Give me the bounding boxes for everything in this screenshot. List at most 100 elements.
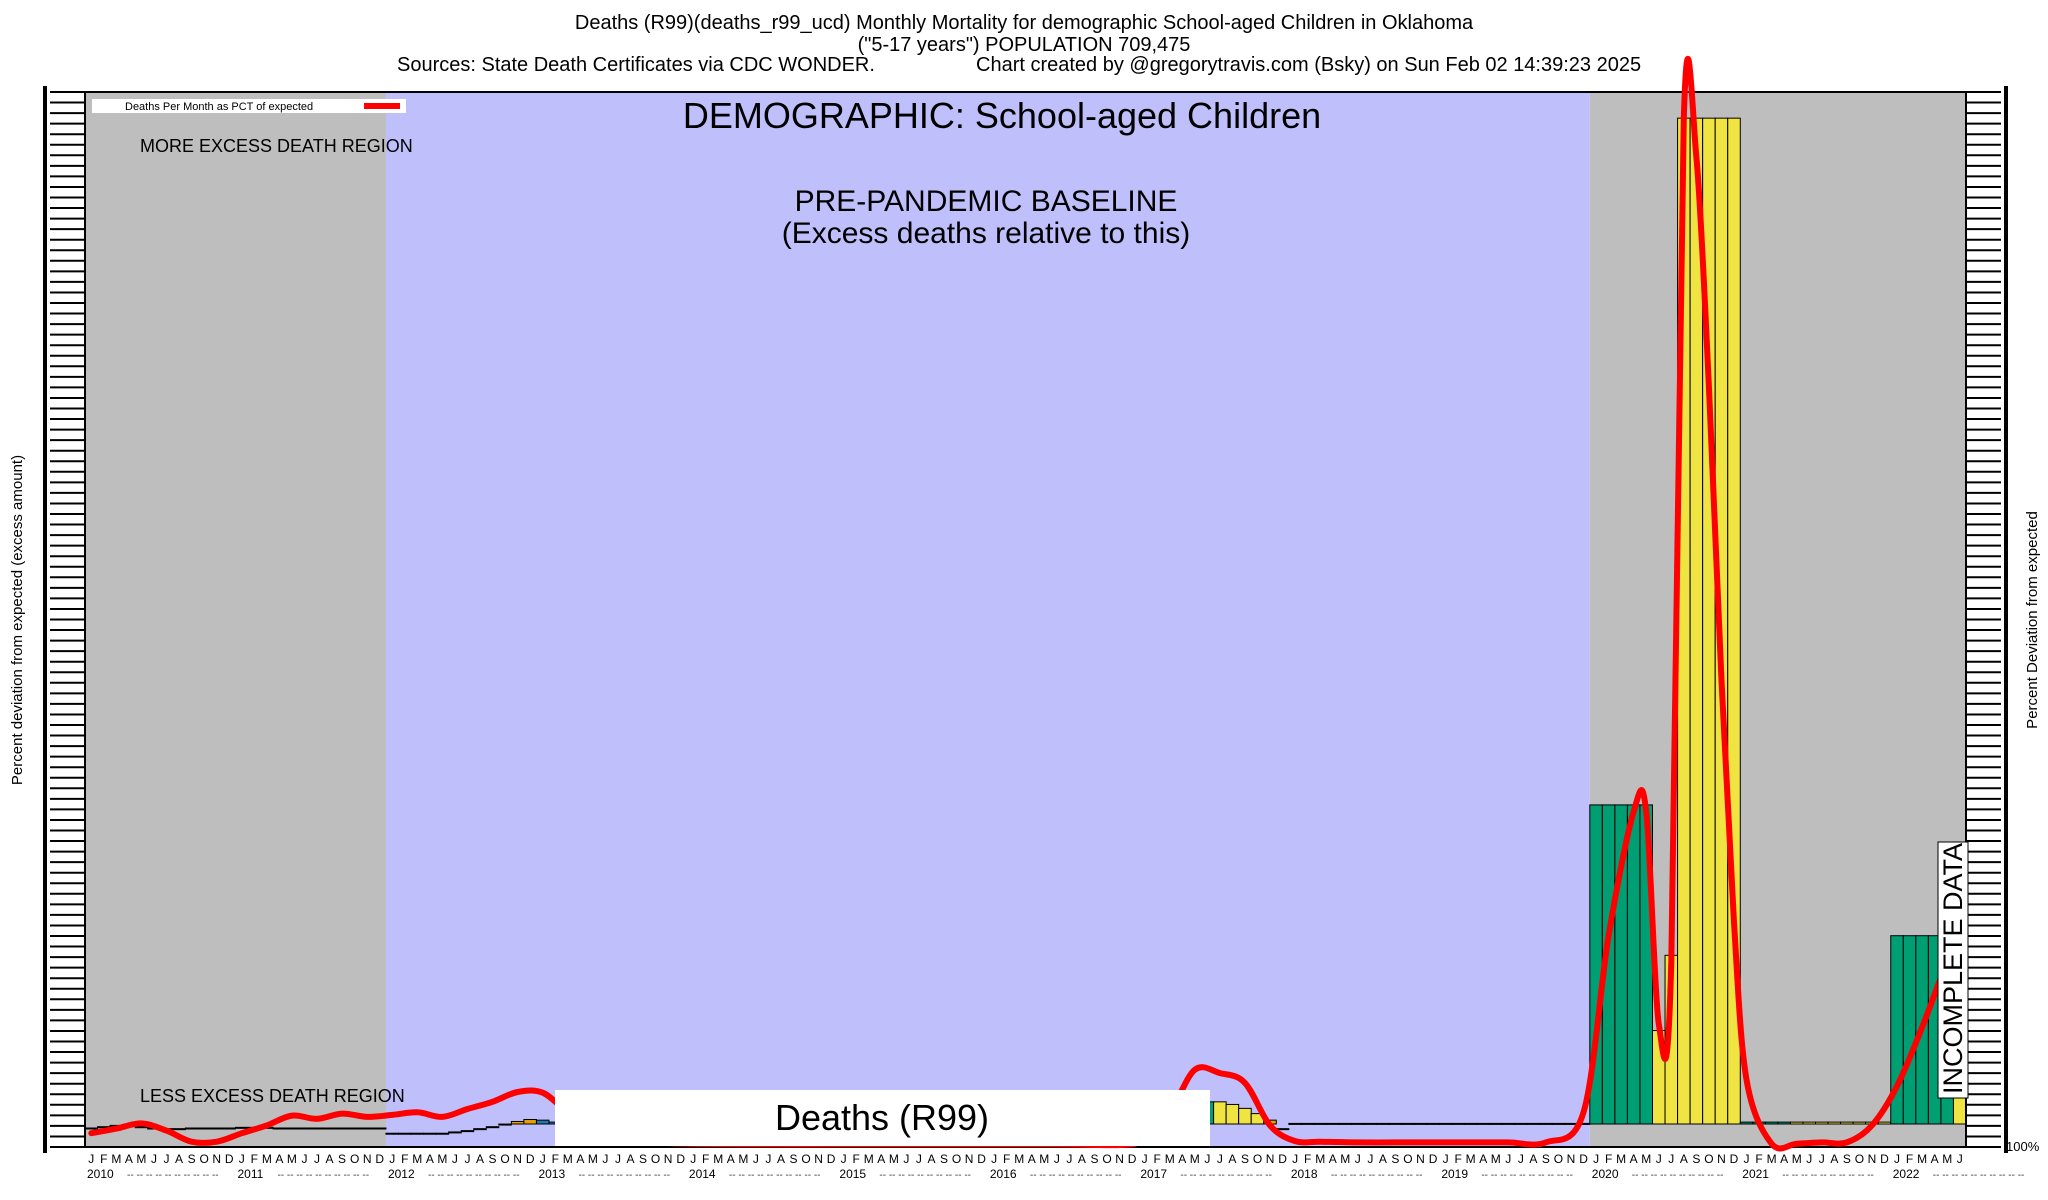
- month-label: O: [952, 1152, 961, 1166]
- month-label: N: [1868, 1152, 1877, 1166]
- month-label: S: [1391, 1152, 1399, 1166]
- month-label: M: [111, 1152, 121, 1166]
- month-label: S: [489, 1152, 497, 1166]
- right-tick-label: 100%: [2006, 1139, 2040, 1154]
- month-label: J: [1957, 1152, 1963, 1166]
- month-label: F: [401, 1152, 408, 1166]
- year-dash: -- -- -- -- -- -- -- -- -- --: [1632, 1170, 1724, 1181]
- month-label: D: [526, 1152, 535, 1166]
- month-label: O: [801, 1152, 810, 1166]
- bar-2021-10: [1852, 1121, 1867, 1125]
- month-label: F: [1605, 1152, 1612, 1166]
- month-label: M: [889, 1152, 899, 1166]
- bar-2012-09: [485, 1126, 500, 1129]
- year-label-2016: 2016: [990, 1167, 1017, 1181]
- month-label: S: [188, 1152, 196, 1166]
- bar-2021-08: [1827, 1121, 1842, 1125]
- bar-2011-09: [335, 1127, 349, 1130]
- month-label: D: [225, 1152, 234, 1166]
- month-label: N: [513, 1152, 522, 1166]
- month-label: A: [476, 1152, 484, 1166]
- month-label: F: [552, 1152, 559, 1166]
- bar-2011-05: [285, 1127, 299, 1130]
- bar-2013-01: [535, 1119, 550, 1125]
- month-label: S: [1843, 1152, 1851, 1166]
- bar-2018-01: [1288, 1122, 1302, 1125]
- bar-2019-11: [1564, 1122, 1578, 1125]
- axis-ticks: 100%: [43, 86, 2040, 1154]
- year-label-2021: 2021: [1742, 1167, 1769, 1181]
- year-label-2013: 2013: [538, 1167, 565, 1181]
- demographic-title: DEMOGRAPHIC: School-aged Children: [683, 95, 1321, 136]
- month-label: M: [1340, 1152, 1350, 1166]
- year-label-2020: 2020: [1592, 1167, 1619, 1181]
- left-tick-bar: [43, 86, 47, 1153]
- month-label: S: [639, 1152, 647, 1166]
- month-label: A: [1830, 1152, 1838, 1166]
- month-label: J: [1292, 1152, 1298, 1166]
- month-label: M: [1165, 1152, 1175, 1166]
- month-label: D: [827, 1152, 836, 1166]
- month-label: J: [841, 1152, 847, 1166]
- year-label-2014: 2014: [689, 1167, 716, 1181]
- month-label: F: [853, 1152, 860, 1166]
- bar-2018-09: [1388, 1122, 1403, 1125]
- pct-line: [88, 55, 1963, 1152]
- month-label: A: [426, 1152, 434, 1166]
- month-label: M: [563, 1152, 573, 1166]
- bar-2021-04: [1777, 1121, 1791, 1125]
- year-dash: -- -- -- -- -- -- -- -- -- --: [1030, 1170, 1122, 1181]
- chart-title-line1: Deaths (R99)(deaths_r99_ucd) Monthly Mor…: [574, 12, 1474, 34]
- month-label: M: [1466, 1152, 1476, 1166]
- bar-2018-07: [1363, 1122, 1378, 1125]
- month-label: J: [540, 1152, 546, 1166]
- month-label: M: [1190, 1152, 1200, 1166]
- year-dash: -- -- -- -- -- -- -- -- -- --: [1933, 1170, 2025, 1181]
- month-label: J: [602, 1152, 608, 1166]
- year-dash: -- -- -- -- -- -- -- -- -- --: [1180, 1170, 1272, 1181]
- month-label: M: [1616, 1152, 1626, 1166]
- bar-2017-08: [1225, 1103, 1240, 1125]
- month-label: M: [1792, 1152, 1802, 1166]
- incomplete-box: [1937, 841, 1969, 1099]
- baseline-label-line2: (Excess deaths relative to this): [782, 217, 1191, 250]
- bar-2010-12: [222, 1127, 236, 1130]
- bar-2019-06: [1501, 1122, 1516, 1125]
- month-label: F: [702, 1152, 709, 1166]
- month-label: D: [1278, 1152, 1287, 1166]
- month-label: F: [1755, 1152, 1762, 1166]
- year-label-2017: 2017: [1140, 1167, 1167, 1181]
- month-label: J: [991, 1152, 997, 1166]
- y-axis-title-left: Percent deviation from expected (excess …: [9, 455, 26, 785]
- bar-2021-01: [1739, 1121, 1754, 1125]
- bar-2010-10: [197, 1127, 211, 1130]
- month-label: J: [1806, 1152, 1812, 1166]
- bar-2017-09: [1238, 1107, 1252, 1125]
- sources-text: Sources: State Death Certificates via CD…: [397, 54, 875, 76]
- year-dash: -- -- -- -- -- -- -- -- -- --: [428, 1170, 520, 1181]
- month-label: J: [164, 1152, 170, 1166]
- bar-2012-02: [398, 1132, 412, 1135]
- month-label: J: [1668, 1152, 1674, 1166]
- month-label: A: [1329, 1152, 1337, 1166]
- year-dash: -- -- -- -- -- -- -- -- -- --: [277, 1170, 369, 1181]
- month-label: M: [864, 1152, 874, 1166]
- month-label: A: [326, 1152, 334, 1166]
- year-label-2012: 2012: [388, 1167, 415, 1181]
- month-label: J: [916, 1152, 922, 1166]
- month-label: O: [651, 1152, 660, 1166]
- month-label: M: [1315, 1152, 1325, 1166]
- month-label: N: [212, 1152, 221, 1166]
- month-label: D: [1579, 1152, 1588, 1166]
- month-label: N: [814, 1152, 823, 1166]
- bar-2012-06: [448, 1131, 462, 1134]
- bar-2012-07: [460, 1130, 475, 1133]
- month-label: N: [965, 1152, 974, 1166]
- month-label: A: [175, 1152, 183, 1166]
- month-label: J: [239, 1152, 245, 1166]
- year-dash: -- -- -- -- -- -- -- -- -- --: [127, 1170, 219, 1181]
- month-label: D: [1730, 1152, 1739, 1166]
- y-axis-title-right: Percent Deviation from expected: [2024, 511, 2041, 729]
- year-label-2015: 2015: [839, 1167, 866, 1181]
